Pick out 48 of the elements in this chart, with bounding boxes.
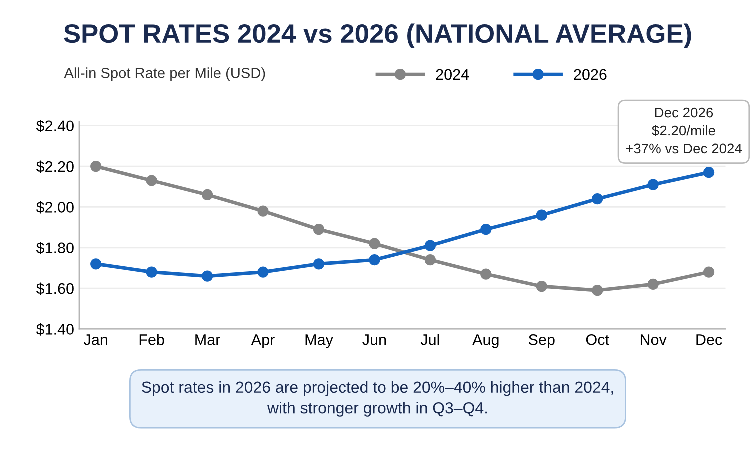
point	[424, 254, 436, 266]
y-tick-label: $1.40	[36, 323, 74, 336]
point	[480, 268, 492, 280]
point	[313, 258, 325, 270]
point	[703, 266, 715, 278]
x-tick-label: Jan	[84, 334, 108, 346]
x-tick-label: Oct	[586, 334, 610, 346]
y-tick-label: $1.80	[36, 242, 74, 254]
point	[536, 280, 548, 292]
point	[648, 278, 659, 290]
y-tick-label: $1.60	[36, 282, 74, 296]
point	[536, 210, 548, 221]
y-tick-label: $2.20	[36, 160, 74, 174]
point	[313, 224, 325, 236]
point	[703, 167, 715, 178]
point	[424, 240, 436, 252]
x-tick-label: Feb	[140, 334, 164, 346]
x-tick-label: Aug	[472, 334, 499, 348]
x-tick-label: May	[306, 334, 334, 348]
point	[90, 258, 102, 270]
point	[258, 266, 269, 278]
point	[369, 254, 380, 266]
point	[146, 175, 158, 186]
point	[648, 179, 659, 190]
x-tick-label: Dec	[696, 334, 722, 346]
point	[202, 270, 214, 282]
annotation: Dec 2026 $2.20/mile +37% vs Dec 2024	[626, 108, 742, 154]
point	[480, 224, 492, 236]
chart-title: SPOT RATES 2024 vs 2026 (NATIONAL AVERAGE)	[64, 24, 692, 48]
text: Spot rates in 2026 are projected to be 20%–40% higher than 2024, with stronger growth in Q3–Q4.	[142, 381, 614, 417]
legend-label: 2026	[574, 69, 607, 80]
point	[369, 238, 380, 250]
point	[592, 194, 604, 205]
x-tick-label: Nov	[640, 334, 667, 346]
point	[90, 160, 102, 172]
y-axis-title: All-in Spot Rate per Mile (USD)	[64, 68, 266, 82]
x-tick-label: Apr	[251, 334, 275, 348]
point	[592, 285, 604, 296]
point	[146, 266, 158, 278]
y-tick-label: $2.40	[36, 120, 74, 132]
x-tick-label: Jun	[362, 334, 386, 346]
x-tick-label: Sep	[528, 334, 555, 348]
x-tick-label: Mar	[196, 334, 220, 346]
y-tick-label: $2.00	[36, 201, 74, 214]
x-tick-label: Jul	[420, 334, 440, 346]
point	[258, 206, 269, 217]
point	[202, 189, 214, 201]
legend-label: 2024	[436, 69, 470, 80]
